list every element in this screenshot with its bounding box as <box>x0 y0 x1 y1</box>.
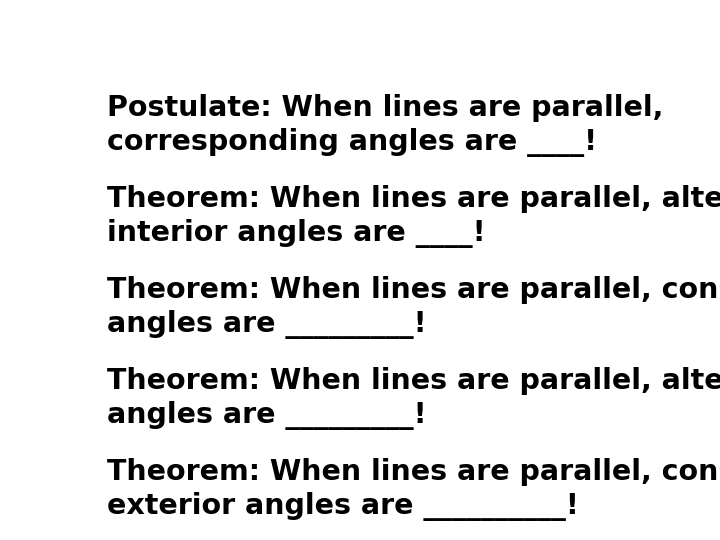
Text: Postulate: When lines are parallel,: Postulate: When lines are parallel, <box>107 94 663 122</box>
Text: exterior angles are __________!: exterior angles are __________! <box>107 492 579 521</box>
Text: corresponding angles are ____!: corresponding angles are ____! <box>107 128 597 157</box>
Text: interior angles are ____!: interior angles are ____! <box>107 219 485 248</box>
Text: Theorem: When lines are parallel, alternate exterior: Theorem: When lines are parallel, altern… <box>107 367 720 395</box>
Text: angles are _________!: angles are _________! <box>107 401 426 430</box>
Text: Theorem: When lines are parallel, consecutive interio: Theorem: When lines are parallel, consec… <box>107 276 720 304</box>
Text: angles are _________!: angles are _________! <box>107 310 426 339</box>
Text: Theorem: When lines are parallel, alternate: Theorem: When lines are parallel, altern… <box>107 185 720 213</box>
Text: Theorem: When lines are parallel, consecutive: Theorem: When lines are parallel, consec… <box>107 458 720 486</box>
